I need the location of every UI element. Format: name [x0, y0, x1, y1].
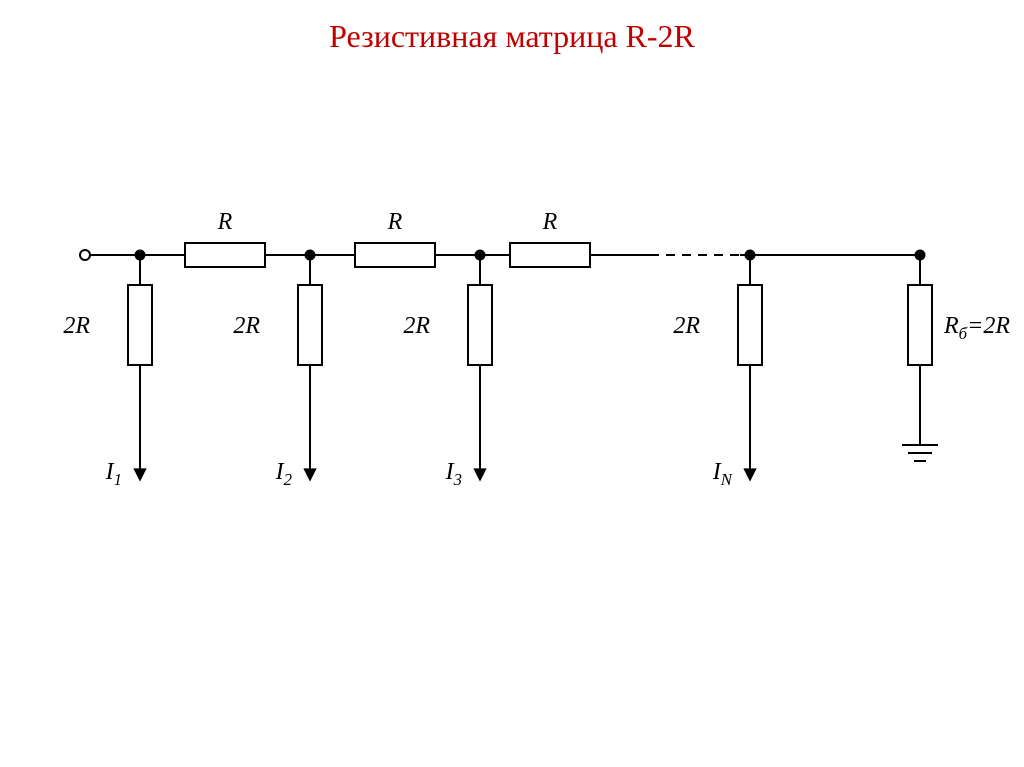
circuit-diagram: R R R 2R I1 2R I2 2R I3 2R IN Rб=2R: [0, 55, 1024, 755]
svg-text:2R: 2R: [63, 313, 90, 339]
svg-text:2R: 2R: [403, 313, 430, 339]
svg-text:R: R: [217, 209, 233, 235]
svg-text:I2: I2: [275, 459, 293, 489]
page-title: Резистивная матрица R-2R: [0, 0, 1024, 55]
svg-text:R: R: [387, 209, 403, 235]
svg-text:Rб=2R: Rб=2R: [943, 313, 1010, 343]
svg-text:I3: I3: [445, 459, 462, 489]
svg-text:I1: I1: [105, 459, 122, 489]
svg-text:2R: 2R: [673, 313, 700, 339]
svg-text:IN: IN: [712, 459, 733, 489]
svg-text:2R: 2R: [233, 313, 260, 339]
svg-text:R: R: [542, 209, 558, 235]
